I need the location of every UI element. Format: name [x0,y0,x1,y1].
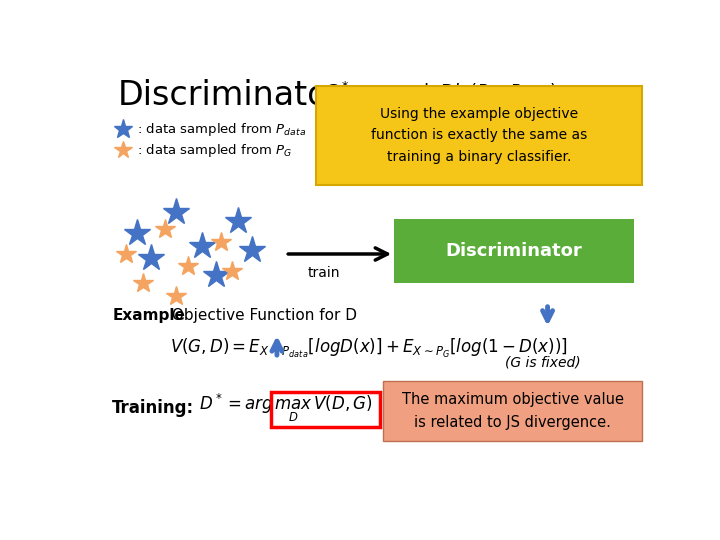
Text: (G is fixed): (G is fixed) [505,356,581,370]
Text: The maximum objective value
is related to JS divergence.: The maximum objective value is related t… [402,392,624,430]
Text: $D^* = arg\,\underset{D}{max}\,V(D,G)$: $D^* = arg\,\underset{D}{max}\,V(D,G)$ [199,392,372,424]
Text: Discriminator: Discriminator [446,242,582,260]
FancyBboxPatch shape [316,85,642,185]
Text: Objective Function for D: Objective Function for D [167,308,357,323]
Text: $G^* = arg\,\min_{G} Div(P_G, P_{data})$: $G^* = arg\,\min_{G} Div(P_G, P_{data})$ [324,79,557,112]
Text: Training:: Training: [112,399,194,417]
Text: Example: Example [112,308,185,323]
Text: : data sampled from $P_{data}$: : data sampled from $P_{data}$ [138,121,307,138]
Text: train: train [308,266,341,280]
FancyBboxPatch shape [383,381,642,441]
Text: : data sampled from $P_G$: : data sampled from $P_G$ [138,141,293,159]
Text: Discriminator: Discriminator [118,79,342,112]
FancyBboxPatch shape [394,219,634,283]
Text: $V(G,D) = E_{X \sim P_{data}}[logD(x)] + E_{X \sim P_G}[log(1-D(x))]$: $V(G,D) = E_{X \sim P_{data}}[logD(x)] +… [170,337,568,360]
Text: Using the example objective
function is exactly the same as
training a binary cl: Using the example objective function is … [371,107,588,164]
